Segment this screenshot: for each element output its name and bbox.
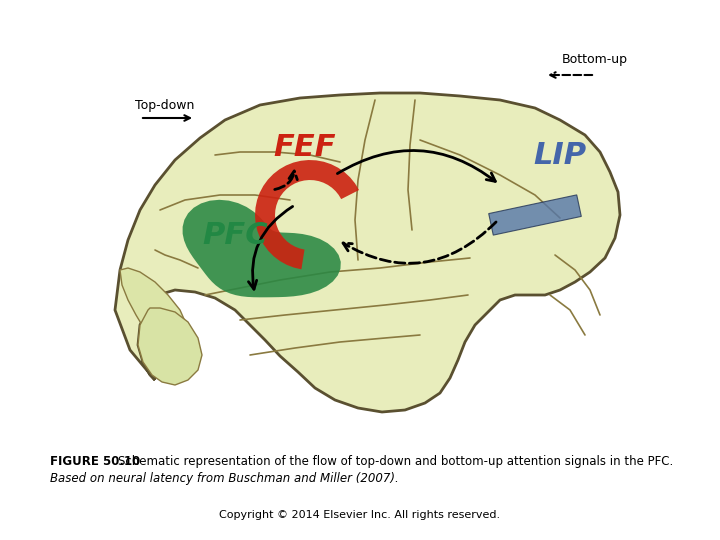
Text: Top-down: Top-down <box>135 98 194 111</box>
Text: Based on neural latency from Buschman and Miller (2007).: Based on neural latency from Buschman an… <box>50 472 399 485</box>
FancyArrowPatch shape <box>248 206 292 289</box>
FancyArrowPatch shape <box>338 151 495 181</box>
FancyArrowPatch shape <box>275 171 297 190</box>
Text: FEF: FEF <box>274 133 336 163</box>
Polygon shape <box>138 308 202 385</box>
Text: FIGURE 50.10: FIGURE 50.10 <box>50 455 145 468</box>
Text: Bottom-up: Bottom-up <box>562 53 628 66</box>
Polygon shape <box>120 268 190 355</box>
Polygon shape <box>115 93 620 412</box>
Text: LIP: LIP <box>534 140 587 170</box>
Text: Schematic representation of the flow of top-down and bottom-up attention signals: Schematic representation of the flow of … <box>117 455 673 468</box>
Text: Copyright © 2014 Elsevier Inc. All rights reserved.: Copyright © 2014 Elsevier Inc. All right… <box>220 510 500 520</box>
FancyArrowPatch shape <box>343 222 496 264</box>
Polygon shape <box>255 160 359 269</box>
Polygon shape <box>489 195 581 235</box>
Polygon shape <box>183 200 341 298</box>
Text: PFC: PFC <box>202 220 268 249</box>
